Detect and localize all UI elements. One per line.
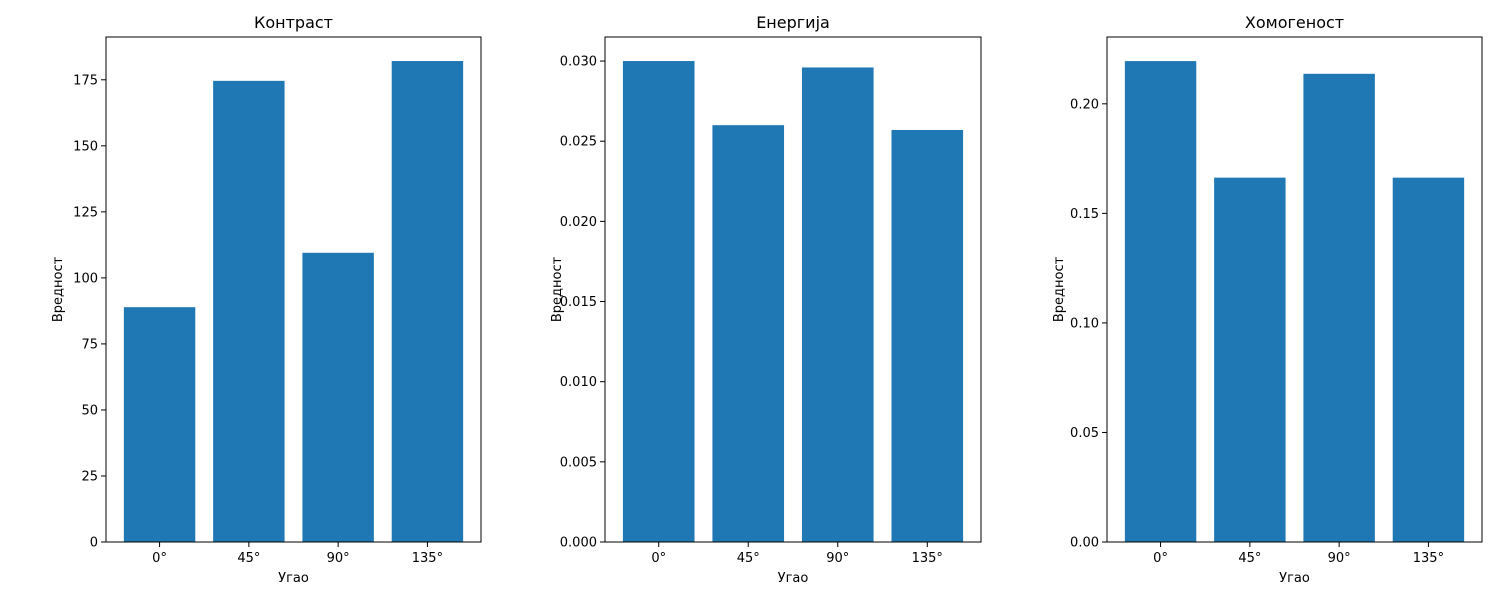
plot-frame bbox=[105, 36, 482, 543]
bar-1-4 bbox=[391, 61, 464, 543]
x-axis-label: Угао bbox=[278, 571, 309, 586]
y-tick-label: 125 bbox=[73, 205, 98, 220]
bar-3-1 bbox=[1124, 61, 1197, 542]
y-tick-label: 0.05 bbox=[1070, 426, 1099, 441]
bar-1-2 bbox=[213, 80, 285, 542]
y-tick-label: 25 bbox=[81, 469, 98, 484]
y-tick-label: 0.015 bbox=[560, 295, 597, 310]
y-tick-label: 175 bbox=[73, 73, 98, 88]
y-tick-label: 0.20 bbox=[1070, 97, 1099, 112]
chart-title: Хомогеност bbox=[1245, 13, 1344, 32]
plot-frame bbox=[604, 36, 982, 543]
y-tick-label: 0.15 bbox=[1070, 207, 1099, 222]
bar-3-3 bbox=[1303, 73, 1375, 542]
subplot-1: 0° 45° 90° 135° 0 25 50 75 100 125 150 175 Контраст У… bbox=[51, 13, 482, 586]
x-tick-label: 90° bbox=[327, 551, 350, 566]
y-tick-label: 150 bbox=[73, 139, 98, 154]
x-tick-label: 45° bbox=[1238, 551, 1261, 566]
y-tick-label: 0 bbox=[90, 536, 98, 551]
bar-1-1 bbox=[123, 307, 196, 542]
y-tick-label: 0.000 bbox=[560, 536, 597, 551]
x-tick-label: 0° bbox=[1153, 551, 1168, 566]
x-tick-label: 90° bbox=[826, 551, 849, 566]
x-tick-label: 45° bbox=[237, 551, 260, 566]
y-tick-label: 0.010 bbox=[560, 375, 597, 390]
y-tick-label: 100 bbox=[73, 271, 98, 286]
y-tick-label: 0.025 bbox=[560, 135, 597, 150]
bar-2-1 bbox=[622, 61, 695, 543]
y-tick-label: 75 bbox=[81, 337, 98, 352]
plot-frame bbox=[1106, 36, 1483, 543]
chart-title: Енергија bbox=[756, 13, 830, 32]
bar-2-2 bbox=[712, 125, 785, 542]
x-tick-label: 135° bbox=[912, 551, 943, 566]
bar-3-2 bbox=[1214, 177, 1286, 542]
y-axis-label: Вредност bbox=[550, 256, 565, 322]
y-tick-label: 50 bbox=[81, 403, 98, 418]
subplot-2: 0° 45° 90° 135° 0.000 0.005 0.010 0.015 0.020 0.0… bbox=[550, 13, 982, 586]
chart-title: Контраст bbox=[254, 13, 333, 32]
x-tick-label: 0° bbox=[152, 551, 167, 566]
y-tick-label: 0.10 bbox=[1070, 316, 1099, 331]
bar-2-4 bbox=[891, 129, 964, 542]
x-tick-label: 45° bbox=[737, 551, 760, 566]
y-axis-label: Вредност bbox=[51, 256, 66, 322]
x-axis-label: Угао bbox=[778, 571, 809, 586]
x-tick-label: 90° bbox=[1328, 551, 1351, 566]
bar-2-3 bbox=[801, 67, 874, 542]
y-tick-label: 0.020 bbox=[560, 215, 597, 230]
x-axis-label: Угао bbox=[1279, 571, 1310, 586]
x-tick-label: 135° bbox=[1413, 551, 1444, 566]
y-axis-label: Вредност bbox=[1052, 256, 1067, 322]
y-tick-label: 0.005 bbox=[560, 455, 597, 470]
subplot-3: 0° 45° 90° 135° 0.00 0.05 0.10 0.15 0.20 Хомогено… bbox=[1052, 13, 1483, 586]
bar-1-3 bbox=[302, 252, 374, 542]
y-tick-label: 0.030 bbox=[560, 55, 597, 70]
x-tick-label: 0° bbox=[651, 551, 666, 566]
bar-3-4 bbox=[1392, 177, 1465, 542]
y-tick-label: 0.00 bbox=[1070, 536, 1099, 551]
x-tick-label: 135° bbox=[412, 551, 443, 566]
